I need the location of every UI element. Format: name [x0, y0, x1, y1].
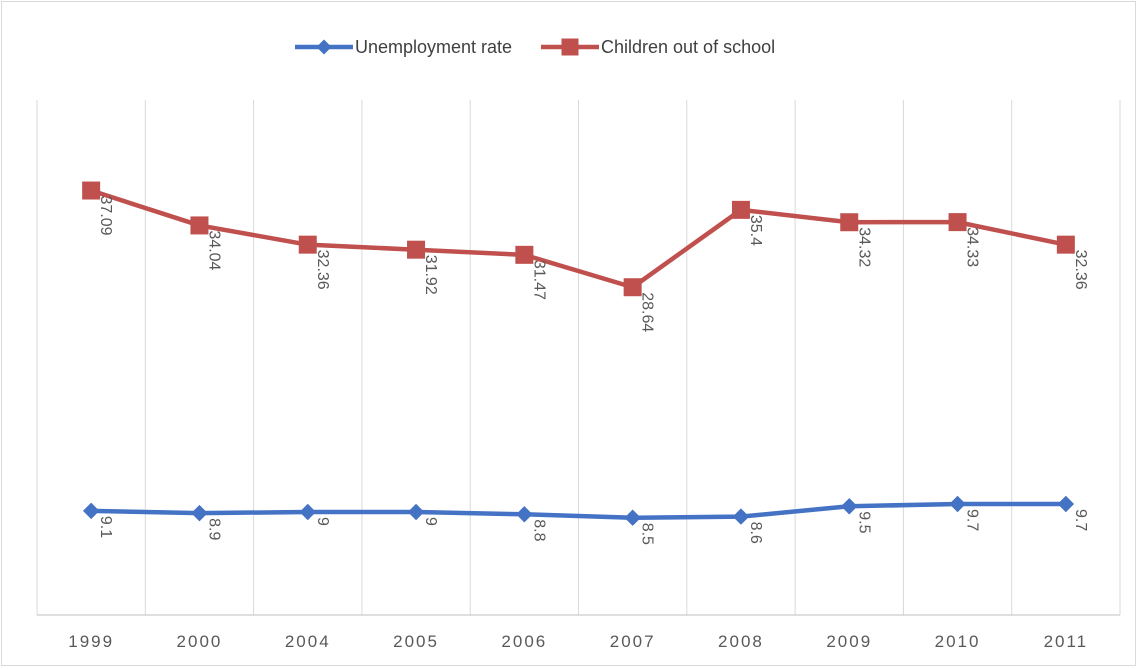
- x-tick-label: 2006: [501, 632, 547, 651]
- legend-marker: [561, 38, 579, 56]
- data-label: 9.7: [1072, 509, 1089, 531]
- data-point-marker: [841, 498, 858, 515]
- x-tick-label: 2005: [393, 632, 439, 651]
- legend-label: Children out of school: [601, 37, 775, 57]
- x-tick-label: 2010: [935, 632, 981, 651]
- x-tick-label: 2008: [718, 632, 764, 651]
- data-point-marker: [82, 181, 101, 200]
- data-point-marker: [516, 506, 533, 523]
- data-label: 34.32: [855, 227, 872, 267]
- data-label: 32.36: [1072, 250, 1089, 290]
- data-point-marker: [732, 508, 750, 525]
- data-label: 35.4: [747, 215, 764, 246]
- data-label: 37.09: [97, 196, 114, 236]
- vertical-gridlines: [36, 100, 1121, 615]
- data-label: 9.5: [855, 511, 872, 533]
- data-point-marker: [840, 213, 859, 232]
- data-label: 9: [314, 517, 331, 526]
- legend: Unemployment rate Children out of school: [295, 37, 775, 57]
- data-point-marker: [1056, 235, 1075, 254]
- data-point-marker: [407, 240, 426, 259]
- data-point-marker: [1057, 495, 1075, 513]
- data-label: 8.5: [639, 523, 656, 545]
- data-label: 8.8: [530, 519, 547, 541]
- x-tick-label: 2000: [177, 632, 223, 651]
- x-tick-label: 2007: [610, 632, 656, 651]
- series-0: 9.1 8.9 9 9 8.8 8.5 8.6 9.5 9.7 9.7: [82, 495, 1089, 545]
- x-axis-tick-labels: 1999 2000 2004 2005 2006 2007 2008 2009 2010 2011: [68, 632, 1089, 651]
- data-label: 34.33: [964, 227, 981, 267]
- data-point-marker: [949, 495, 966, 513]
- data-label: 9.7: [964, 509, 981, 531]
- x-tick-label: 1999: [68, 632, 114, 651]
- data-point-marker: [299, 503, 316, 521]
- data-label: 32.36: [314, 250, 331, 290]
- data-label: 9: [422, 517, 439, 526]
- data-point-marker: [624, 509, 641, 526]
- data-point-marker: [191, 504, 208, 522]
- legend-label: Unemployment rate: [355, 37, 512, 57]
- data-point-marker: [731, 200, 750, 219]
- x-tick-label: 2004: [285, 632, 331, 651]
- series-group: 9.1 8.9 9 9 8.8 8.5 8.6 9.5 9.7 9.7 37.09 34.04 32.3…: [82, 181, 1089, 545]
- data-point-marker: [948, 213, 967, 232]
- data-label: 28.64: [639, 292, 656, 332]
- legend-item: Children out of school: [541, 37, 775, 57]
- data-point-marker: [623, 278, 642, 297]
- series-line: [88, 501, 1069, 520]
- data-point-marker: [82, 502, 100, 520]
- x-tick-label: 2009: [826, 632, 872, 651]
- data-label: 8.6: [747, 522, 764, 544]
- data-label: 34.04: [205, 230, 222, 270]
- data-point-marker: [298, 235, 317, 254]
- x-tick-label: 2011: [1044, 632, 1089, 651]
- data-label: 8.9: [205, 518, 222, 540]
- series-1: 37.09 34.04 32.36 31.92 31.47 28.64 35.4 34.32 3…: [82, 181, 1089, 332]
- data-point-marker: [190, 216, 209, 235]
- data-label: 9.1: [97, 516, 114, 538]
- legend-item: Unemployment rate: [295, 37, 512, 57]
- data-label: 31.92: [422, 255, 439, 295]
- series-line: [88, 188, 1069, 290]
- data-label: 31.47: [530, 260, 547, 300]
- legend-marker: [316, 39, 332, 55]
- data-point-marker: [515, 245, 534, 264]
- data-point-marker: [407, 503, 425, 521]
